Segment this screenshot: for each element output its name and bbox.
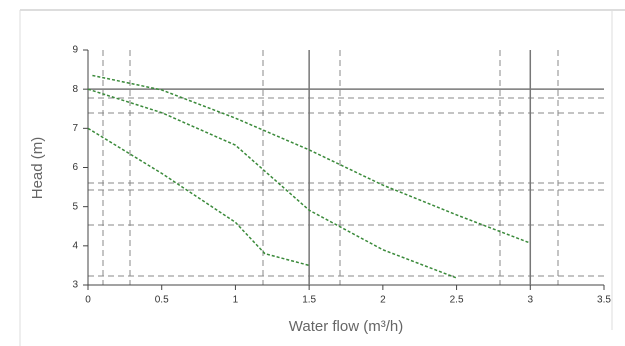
y-tick-label: 9 bbox=[72, 45, 78, 56]
x-tick-label: 3.5 bbox=[597, 295, 611, 306]
x-tick-label: 0.5 bbox=[155, 295, 169, 306]
x-tick-label: 1 bbox=[233, 295, 239, 306]
y-tick-label: 3 bbox=[72, 280, 78, 291]
decor-grid bbox=[88, 50, 604, 285]
line-series bbox=[87, 127, 310, 267]
y-tick-label: 6 bbox=[72, 162, 78, 173]
x-tick-label: 0 bbox=[85, 295, 91, 306]
y-tick-label: 4 bbox=[72, 240, 78, 251]
x-axis-title: Water flow (m³/h) bbox=[289, 318, 403, 335]
line-series bbox=[87, 88, 457, 279]
y-tick-label: 8 bbox=[72, 84, 78, 95]
x-tick-label: 1.5 bbox=[302, 295, 316, 306]
x-tick-label: 2 bbox=[380, 295, 386, 306]
x-tick-label: 2.5 bbox=[450, 295, 464, 306]
x-tick-label: 3 bbox=[528, 295, 534, 306]
y-tick-label: 7 bbox=[72, 123, 78, 134]
y-axis-title: Head (m) bbox=[29, 137, 46, 200]
y-tick-label: 5 bbox=[72, 201, 78, 212]
line-series bbox=[92, 74, 531, 244]
